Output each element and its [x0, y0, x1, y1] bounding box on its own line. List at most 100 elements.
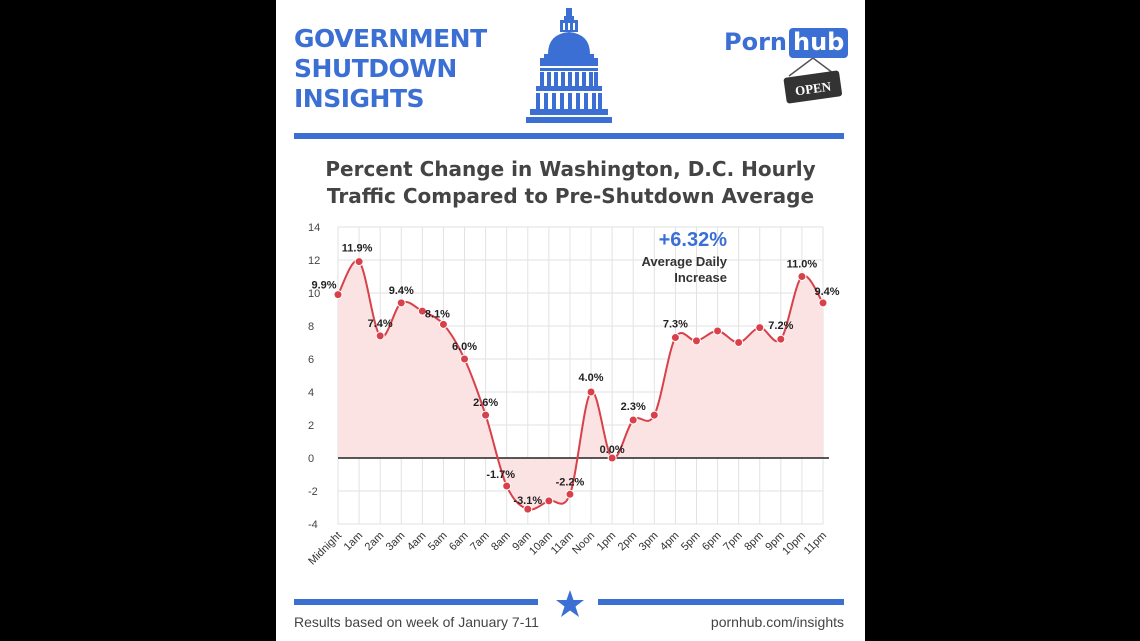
data-point-5 [438, 319, 448, 329]
data-label-1: 11.9% [342, 243, 373, 255]
footnote: Results based on week of January 7-11 [294, 614, 539, 630]
y-tick-label: -4 [308, 519, 318, 531]
data-point-21 [776, 334, 786, 344]
heading-line-3: INSIGHTS [294, 84, 425, 113]
x-tick-label: 10am [527, 530, 555, 558]
x-tick-label: 8am [489, 530, 513, 554]
chart-title: Percent Change in Washington, D.C. Hourl… [276, 156, 865, 210]
annotation-value: +6.32% [659, 229, 728, 251]
data-label-23: 9.4% [814, 286, 839, 298]
data-label-11: -2.2% [556, 476, 585, 488]
data-point-14 [628, 415, 638, 425]
footer-divider-left [294, 599, 538, 605]
x-tick-label: 1pm [595, 530, 619, 554]
y-tick-label: 0 [308, 453, 314, 465]
footer-divider-right [598, 599, 844, 605]
chart-title-line-2: Traffic Compared to Pre-Shutdown Average [326, 184, 815, 208]
infographic-heading: GOVERNMENT SHUTDOWN INSIGHTS [294, 24, 487, 114]
data-label-7: 2.6% [473, 397, 498, 409]
y-tick-label: 10 [308, 288, 320, 300]
data-label-14: 2.3% [621, 401, 646, 413]
x-tick-label: 3pm [637, 530, 661, 554]
data-label-13: 0.0% [600, 444, 625, 456]
data-label-21: 7.2% [768, 320, 793, 332]
data-point-19 [734, 338, 744, 347]
annotation-line-2: Increase [674, 270, 727, 285]
y-tick-label: 8 [308, 321, 314, 333]
chart-title-line-1: Percent Change in Washington, D.C. Hourl… [325, 157, 816, 181]
x-tick-label: 6pm [700, 530, 724, 554]
open-sign-icon: OPEN [783, 58, 843, 104]
data-label-5: 8.1% [425, 308, 450, 320]
x-tick-label: 4pm [658, 530, 682, 554]
line-chart: -4 -2 0 2 4 6 8 10 12 14 9.9% 11.9% 7.4% 9.4% 8.1% 6.0… [306, 222, 840, 568]
data-point-0 [333, 290, 343, 300]
y-tick-label: 2 [308, 420, 314, 432]
data-label-2: 7.4% [368, 318, 393, 330]
data-point-18 [713, 326, 723, 336]
y-tick-label: 14 [308, 222, 320, 234]
data-points [333, 257, 828, 514]
data-point-1 [354, 257, 364, 267]
x-tick-label: 10pm [780, 530, 808, 558]
star-icon [556, 590, 584, 617]
y-tick-label: 6 [308, 354, 314, 366]
data-point-16 [670, 333, 680, 343]
data-label-16: 7.3% [663, 319, 688, 331]
y-tick-label: -2 [308, 486, 318, 498]
data-point-17 [691, 336, 701, 346]
data-point-9 [523, 504, 533, 514]
x-tick-label: 7am [468, 530, 492, 554]
data-point-10 [544, 496, 554, 506]
y-tick-label: 12 [308, 255, 320, 267]
data-labels: 9.9% 11.9% 7.4% 9.4% 8.1% 6.0% 2.6% -1.7% -3.1% -… [311, 243, 839, 508]
data-point-6 [460, 354, 470, 364]
x-tick-label: 6am [447, 530, 471, 554]
y-axis: -4 -2 0 2 4 6 8 10 12 14 [308, 222, 320, 531]
data-label-8: -1.7% [486, 469, 515, 481]
data-label-22: 11.0% [787, 259, 818, 271]
x-tick-label: Midnight [306, 530, 344, 568]
data-point-13 [607, 453, 617, 463]
x-tick-label: 4am [405, 530, 429, 554]
infographic-card: GOVERNMENT SHUTDOWN INSIGHTS Porn hub [276, 0, 865, 641]
x-tick-label: 11pm [802, 530, 829, 557]
x-tick-label: Noon [570, 530, 597, 557]
y-tick-label: 4 [308, 387, 314, 399]
data-point-7 [481, 410, 491, 420]
capitol-dome-icon [526, 8, 612, 123]
data-point-23 [818, 298, 828, 308]
x-tick-label: 8pm [742, 530, 766, 554]
x-tick-label: 1am [342, 530, 366, 554]
data-point-12 [586, 387, 596, 397]
brand-logo-badge: hub [789, 28, 849, 58]
header-divider [294, 133, 844, 139]
heading-line-2: SHUTDOWN [294, 54, 457, 83]
heading-line-1: GOVERNMENT [294, 24, 487, 53]
open-sign-text: OPEN [794, 78, 832, 98]
x-tick-label: 2pm [616, 530, 640, 554]
data-point-22 [797, 272, 807, 281]
x-tick-label: 11am [549, 530, 576, 557]
data-point-20 [755, 323, 765, 333]
data-label-3: 9.4% [389, 285, 414, 297]
data-label-0: 9.9% [311, 280, 336, 292]
average-annotation: +6.32% Average Daily Increase [641, 229, 727, 285]
x-tick-label: 3am [384, 530, 408, 554]
data-label-12: 4.0% [579, 372, 604, 384]
data-label-6: 6.0% [452, 341, 477, 353]
x-tick-label: 7pm [721, 530, 745, 554]
data-point-15 [649, 410, 659, 420]
x-axis: Midnight1am2am3am4am5am6am7am8am9am10am1… [306, 530, 829, 568]
x-tick-label: 5pm [679, 530, 703, 554]
data-label-9: -3.1% [513, 495, 542, 507]
brand-logo: Porn hub [724, 28, 849, 58]
series-area [338, 260, 823, 510]
x-tick-label: 2am [363, 530, 387, 554]
data-point-8 [502, 481, 512, 491]
source-url: pornhub.com/insights [710, 614, 844, 630]
data-point-11 [565, 489, 575, 499]
data-point-4 [417, 306, 427, 316]
annotation-line-1: Average Daily [641, 254, 727, 269]
brand-logo-text: Porn [724, 28, 787, 56]
